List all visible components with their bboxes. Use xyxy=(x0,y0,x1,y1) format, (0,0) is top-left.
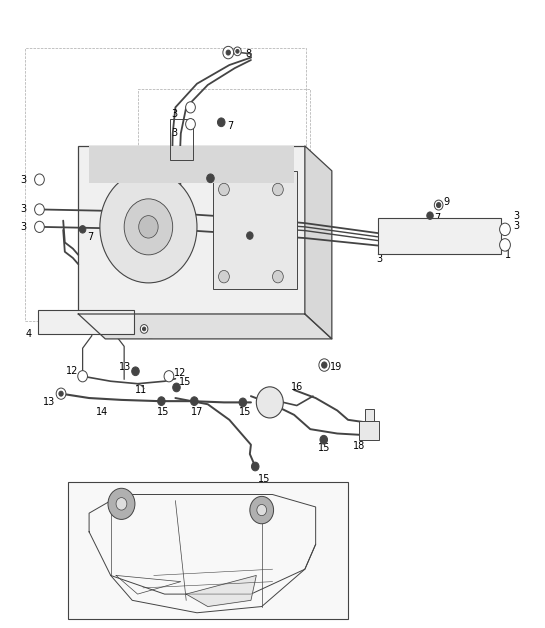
Circle shape xyxy=(164,371,174,382)
Circle shape xyxy=(256,387,283,418)
Circle shape xyxy=(100,171,197,283)
Text: 15: 15 xyxy=(179,377,191,387)
Text: 2: 2 xyxy=(240,238,246,248)
Circle shape xyxy=(173,383,180,392)
Text: 15: 15 xyxy=(258,474,271,484)
Text: 13: 13 xyxy=(119,362,131,372)
Circle shape xyxy=(322,362,327,368)
Circle shape xyxy=(34,174,44,185)
Circle shape xyxy=(140,325,148,333)
Circle shape xyxy=(219,271,229,283)
Text: 19: 19 xyxy=(330,362,342,372)
Text: 7: 7 xyxy=(87,232,93,242)
Text: 3: 3 xyxy=(20,222,26,232)
Circle shape xyxy=(236,50,239,53)
Text: 8: 8 xyxy=(245,49,251,59)
Bar xyxy=(26,48,306,322)
Text: 6: 6 xyxy=(171,158,177,168)
Text: 3: 3 xyxy=(20,175,26,185)
Circle shape xyxy=(226,50,231,55)
Polygon shape xyxy=(89,146,294,183)
Text: 16: 16 xyxy=(290,382,303,392)
Bar xyxy=(170,119,193,160)
Text: 3: 3 xyxy=(247,224,253,234)
Text: 3: 3 xyxy=(513,210,519,220)
Text: 3: 3 xyxy=(171,129,177,139)
Circle shape xyxy=(80,225,86,233)
Circle shape xyxy=(78,371,87,382)
Text: 12: 12 xyxy=(65,366,78,376)
Polygon shape xyxy=(78,314,332,339)
Bar xyxy=(38,310,135,334)
Text: 9: 9 xyxy=(443,197,449,207)
Bar xyxy=(68,482,348,619)
Circle shape xyxy=(437,203,441,208)
Bar xyxy=(78,146,305,314)
Circle shape xyxy=(257,504,267,516)
Text: 3: 3 xyxy=(171,149,177,160)
Text: 3: 3 xyxy=(20,205,26,214)
Circle shape xyxy=(56,388,66,399)
Text: 17: 17 xyxy=(191,408,203,418)
Bar xyxy=(138,89,310,244)
Circle shape xyxy=(59,391,63,396)
Polygon shape xyxy=(186,575,256,607)
Circle shape xyxy=(139,215,158,238)
Bar xyxy=(359,421,379,440)
Text: 18: 18 xyxy=(353,441,365,451)
Circle shape xyxy=(234,47,241,56)
Text: 10: 10 xyxy=(221,173,233,183)
Circle shape xyxy=(186,119,195,130)
Text: 3: 3 xyxy=(171,109,177,119)
Circle shape xyxy=(223,46,234,59)
Circle shape xyxy=(217,118,225,127)
Text: 13: 13 xyxy=(43,398,54,408)
Text: 7: 7 xyxy=(227,121,234,131)
Bar xyxy=(213,171,297,289)
Text: 12: 12 xyxy=(173,368,186,378)
Circle shape xyxy=(427,212,433,219)
Circle shape xyxy=(158,397,165,406)
Text: 3: 3 xyxy=(513,220,519,230)
Circle shape xyxy=(272,271,283,283)
Bar xyxy=(378,218,501,254)
Bar xyxy=(365,409,374,421)
Circle shape xyxy=(500,223,511,236)
Circle shape xyxy=(251,462,259,471)
Circle shape xyxy=(319,359,330,371)
Text: 11: 11 xyxy=(135,385,147,395)
Circle shape xyxy=(207,174,214,183)
Text: 3: 3 xyxy=(376,254,383,264)
Text: 15: 15 xyxy=(158,408,169,418)
Circle shape xyxy=(272,183,283,196)
Circle shape xyxy=(239,398,246,407)
Text: 1: 1 xyxy=(505,251,511,261)
Circle shape xyxy=(219,183,229,196)
Circle shape xyxy=(191,397,198,406)
Circle shape xyxy=(34,221,44,232)
Circle shape xyxy=(142,327,146,331)
Circle shape xyxy=(116,497,127,510)
Text: 4: 4 xyxy=(26,329,32,339)
Circle shape xyxy=(124,199,173,255)
Circle shape xyxy=(186,102,195,113)
Text: 5: 5 xyxy=(148,331,154,341)
Circle shape xyxy=(250,496,274,524)
Circle shape xyxy=(108,489,135,519)
Circle shape xyxy=(132,367,140,376)
Text: 15: 15 xyxy=(239,408,252,418)
Circle shape xyxy=(320,435,328,444)
Circle shape xyxy=(34,204,44,215)
Text: 15: 15 xyxy=(318,443,330,453)
Text: 14: 14 xyxy=(96,408,108,418)
Circle shape xyxy=(500,239,511,251)
Text: 7: 7 xyxy=(434,213,441,223)
Circle shape xyxy=(246,232,253,239)
Polygon shape xyxy=(305,146,332,339)
Circle shape xyxy=(434,200,443,210)
